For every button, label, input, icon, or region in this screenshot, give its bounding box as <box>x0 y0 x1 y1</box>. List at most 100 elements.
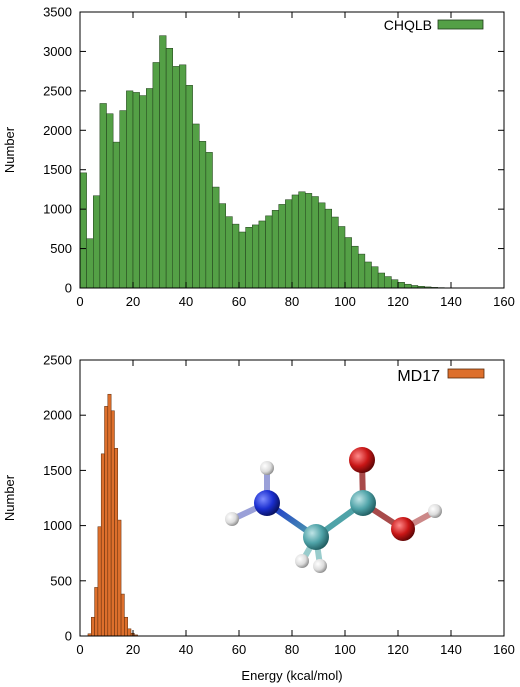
chqlb-bars <box>79 35 458 289</box>
nitrogen-atom <box>254 490 280 516</box>
chqlb-bar <box>238 231 246 289</box>
chqlb-bar <box>112 141 120 289</box>
chqlb-bar <box>271 210 279 289</box>
chqlb-bar <box>344 237 352 289</box>
chqlb-bar <box>185 85 193 289</box>
chqlb-bar <box>179 64 187 289</box>
x-tick-label: 120 <box>387 294 409 309</box>
chqlb-bar <box>331 216 339 289</box>
legend-swatch-chqlb <box>437 19 484 30</box>
chqlb-bar <box>298 191 306 289</box>
x-tick-label: 80 <box>285 642 299 657</box>
chqlb-bar <box>245 227 253 289</box>
x-tick-label: 120 <box>387 642 409 657</box>
md17-bar <box>97 526 102 637</box>
x-tick-label: 20 <box>126 642 140 657</box>
chqlb-bar <box>358 253 366 289</box>
y-tick-label: 1000 <box>43 518 72 533</box>
y-tick-label: 1000 <box>43 202 72 217</box>
md17-bar <box>94 587 99 637</box>
chqlb-bar <box>126 90 134 289</box>
legend-label-chqlb: CHQLB <box>384 17 432 33</box>
chqlb-bar <box>86 238 94 289</box>
chqlb-bar <box>404 283 412 289</box>
carbon-atom <box>350 490 376 516</box>
md17-bar <box>124 616 128 637</box>
chqlb-bar <box>159 35 167 289</box>
md17-bars <box>87 393 138 637</box>
chqlb-bar <box>146 88 154 289</box>
y-tick-label: 1500 <box>43 463 72 478</box>
hydrogen-atom <box>428 504 442 518</box>
molecule-image <box>225 447 442 573</box>
chqlb-bar <box>218 203 226 289</box>
hydrogen-atom <box>313 559 327 573</box>
legend-top: CHQLB <box>384 17 484 33</box>
y-tick-label: 500 <box>50 573 72 588</box>
x-tick-label: 140 <box>440 294 462 309</box>
x-tick-label: 40 <box>179 294 193 309</box>
chqlb-bar <box>199 141 207 289</box>
md17-bar <box>107 393 112 637</box>
md17-bar <box>114 448 119 637</box>
legend-bottom: MD17 <box>397 368 485 385</box>
y-tick-label: 3500 <box>43 5 72 20</box>
chqlb-bar <box>165 48 173 289</box>
hydrogen-atom <box>260 461 274 475</box>
chqlb-bar <box>79 172 87 289</box>
x-tick-label: 140 <box>440 642 462 657</box>
y-tick-label: 2500 <box>43 353 72 368</box>
x-tick-label: 80 <box>285 294 299 309</box>
md17-bar <box>110 410 115 637</box>
y-axis-label-bottom: Number <box>2 474 17 521</box>
chqlb-bar <box>225 216 233 289</box>
chqlb-bar <box>311 196 319 289</box>
chqlb-bar <box>305 193 313 289</box>
chqlb-bar <box>377 272 385 289</box>
x-axis-label-bottom: Energy (kcal/mol) <box>241 668 342 683</box>
y-tick-label: 2500 <box>43 83 72 98</box>
chqlb-bar <box>152 62 160 289</box>
chqlb-bar <box>291 194 299 289</box>
chart-bottom: 0 20 40 60 80 100 120 140 160 0 500 1000 1500 2000 250… <box>2 353 515 684</box>
oxygen-atom <box>349 447 375 473</box>
md17-bar <box>127 628 132 637</box>
chqlb-bar <box>106 113 114 289</box>
x-tick-label: 160 <box>493 294 515 309</box>
ticks-top: 0 20 40 60 80 100 120 140 160 0 500 1000 1500 2000 250… <box>43 5 515 310</box>
chqlb-bar <box>232 223 240 289</box>
plot-frame-bottom <box>79 359 505 637</box>
chqlb-bar <box>351 245 359 289</box>
chqlb-bar <box>384 276 392 289</box>
md17-bar <box>120 593 125 637</box>
chqlb-bar <box>119 110 127 289</box>
y-tick-label: 0 <box>65 629 72 644</box>
legend-swatch-md17 <box>447 368 485 379</box>
y-tick-label: 0 <box>65 281 72 296</box>
md17-bar <box>91 616 95 637</box>
molecule-atoms <box>225 447 442 573</box>
oxygen-atom <box>391 517 415 541</box>
x-tick-label: 100 <box>334 294 356 309</box>
chqlb-bar <box>397 282 405 289</box>
md17-bar <box>104 406 109 637</box>
chqlb-bar <box>93 195 101 289</box>
x-tick-label: 60 <box>232 642 246 657</box>
hydrogen-atom <box>295 554 309 568</box>
chqlb-bar <box>371 266 379 289</box>
y-tick-label: 500 <box>50 241 72 256</box>
chqlb-bar <box>391 279 399 289</box>
hydrogen-atom <box>225 512 239 526</box>
chqlb-bar <box>139 95 147 289</box>
y-tick-label: 3000 <box>43 44 72 59</box>
y-tick-label: 2000 <box>43 408 72 423</box>
y-tick-label: 2000 <box>43 123 72 138</box>
x-tick-label: 160 <box>493 642 515 657</box>
chqlb-bar <box>318 202 326 289</box>
chqlb-bar <box>99 103 107 289</box>
chart-top: 0 20 40 60 80 100 120 140 160 0 500 1000 1500 2000 250… <box>2 5 515 310</box>
chqlb-bar <box>338 226 346 289</box>
md17-bar <box>117 519 122 637</box>
chqlb-bar <box>132 92 140 289</box>
